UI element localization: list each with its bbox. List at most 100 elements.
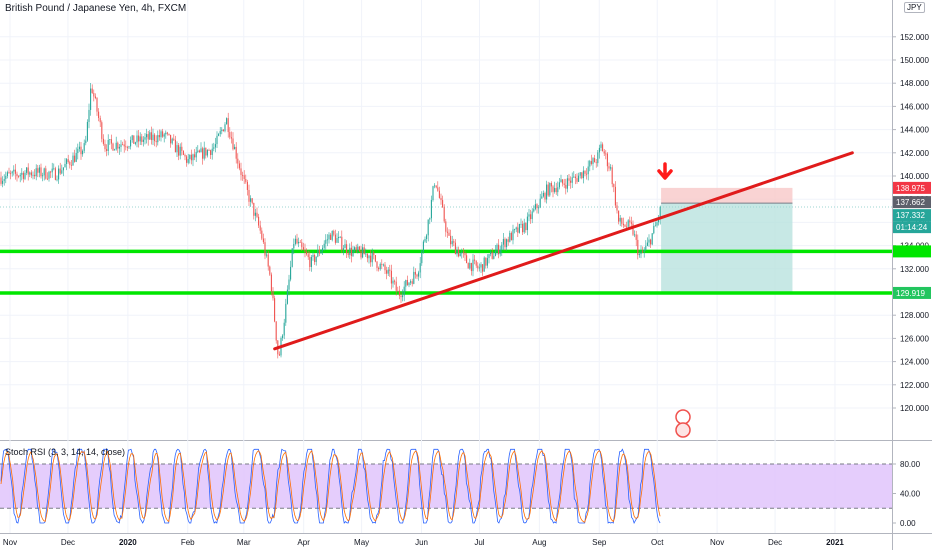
candle-body: [192, 154, 194, 161]
candle-body: [315, 256, 317, 263]
candle-body: [459, 253, 461, 257]
candle-body: [525, 222, 527, 231]
candle-body: [152, 134, 154, 141]
candle-body: [146, 134, 148, 138]
candle-body: [395, 281, 397, 291]
candle-body: [378, 267, 380, 270]
candle-body: [133, 135, 135, 144]
candle-body: [589, 161, 591, 167]
candle-body: [69, 161, 71, 165]
candle-body: [546, 184, 548, 200]
countdown-tag-bg: [893, 221, 931, 234]
currency-badge[interactable]: JPY: [904, 2, 925, 13]
candle-body: [176, 145, 178, 153]
candle-body: [526, 216, 528, 231]
trendline[interactable]: [273, 151, 854, 351]
candle-body: [371, 252, 373, 263]
countdown-tag: 01:14:24: [896, 223, 928, 232]
candle-body: [650, 239, 652, 245]
candle-body: [438, 190, 440, 198]
candle-body: [301, 242, 303, 248]
y-tick-label: 150.000: [900, 56, 929, 65]
candle-body: [374, 255, 376, 262]
candle-body: [178, 145, 180, 156]
candle-body: [424, 239, 426, 242]
candle-body: [213, 147, 215, 149]
candle-body: [541, 196, 543, 199]
candle-body: [120, 144, 122, 147]
candle-body: [501, 244, 503, 250]
candle-body: [574, 176, 576, 179]
candle-body: [416, 274, 418, 277]
candle-body: [224, 124, 226, 132]
y-tick-label: 142.000: [900, 149, 929, 158]
candle-body: [310, 256, 312, 267]
candle-body: [138, 135, 140, 142]
candle-body: [85, 140, 87, 144]
candle-body: [336, 238, 338, 243]
candle-body: [149, 132, 151, 140]
candle-body: [560, 179, 562, 183]
candle-body: [307, 254, 309, 258]
candle-body: [402, 295, 404, 298]
candle-body: [211, 148, 213, 155]
candle-body: [387, 269, 389, 274]
candle-body: [363, 247, 365, 255]
candle-body: [200, 148, 202, 153]
candle-body: [394, 280, 396, 282]
candle-body: [330, 234, 332, 240]
candle-body: [246, 181, 248, 190]
candle-body: [72, 155, 74, 166]
target-price-tag-bg: [893, 286, 931, 299]
candle-body: [490, 252, 492, 255]
candle-body: [291, 248, 293, 267]
candle-body: [136, 135, 138, 143]
candle-body: [542, 193, 544, 197]
candle-body: [496, 244, 498, 251]
stoch-d-line: [0, 450, 661, 523]
candle-body: [451, 241, 453, 245]
candle-body: [46, 178, 48, 180]
trendline-segment: [273, 151, 854, 351]
candle-body: [635, 234, 637, 240]
candle-body: [477, 265, 479, 269]
candle-body: [581, 172, 583, 179]
candle-body: [261, 230, 263, 239]
candle-body: [53, 168, 55, 170]
candle-body: [226, 118, 228, 125]
candle-body: [368, 255, 370, 259]
candle-body: [294, 238, 296, 244]
candle-body: [578, 175, 580, 182]
x-tick-label: Oct: [651, 538, 664, 547]
candle-body: [606, 153, 608, 167]
candle-body: [106, 149, 108, 151]
candle-body: [115, 142, 117, 150]
candle-body: [237, 158, 239, 164]
candle-body: [432, 186, 434, 201]
candle-body: [26, 167, 28, 173]
price-tags: 138.975 137.662 137.332 01:14:24 129.919: [893, 181, 931, 299]
candle-body: [186, 156, 188, 163]
candle-body: [373, 252, 375, 256]
candle-body: [32, 174, 34, 176]
candle-body: [210, 150, 212, 155]
candle-body: [598, 147, 600, 153]
candle-body: [518, 223, 520, 233]
candle-body: [64, 163, 66, 168]
candle-body: [554, 188, 556, 192]
candle-body: [480, 264, 482, 268]
candle-body: [384, 264, 386, 271]
candle-body: [485, 257, 487, 266]
y-tick-label: 140.000: [900, 172, 929, 181]
candle-body: [24, 172, 26, 179]
candle-body: [117, 142, 119, 149]
candle-body: [478, 267, 480, 269]
candle-body: [45, 168, 47, 179]
candle-body: [256, 212, 258, 217]
candle-body: [354, 247, 356, 251]
candle-body: [293, 243, 295, 249]
candle-body: [538, 207, 540, 209]
candle-body: [288, 279, 290, 290]
candle-body: [381, 263, 383, 265]
